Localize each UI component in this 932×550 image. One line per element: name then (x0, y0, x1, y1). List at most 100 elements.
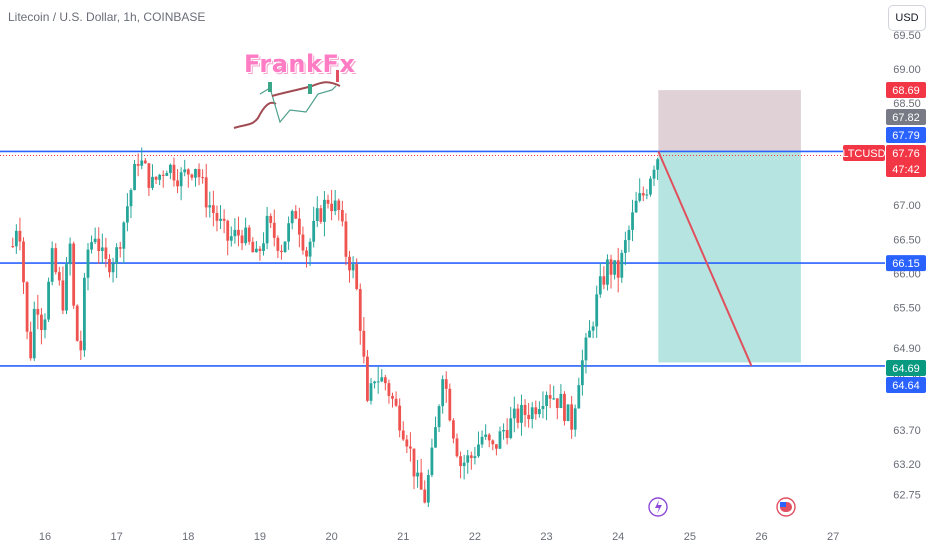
candle-body (43, 319, 47, 331)
candle-body (79, 340, 83, 351)
candle-body (143, 160, 147, 164)
candle-body (606, 259, 609, 285)
candle-body (186, 169, 190, 175)
candle-body (197, 169, 201, 178)
time-axis[interactable] (0, 524, 885, 550)
candle-body (219, 218, 222, 221)
candle-body (523, 404, 527, 415)
candle-body (380, 377, 384, 382)
candle-body (466, 455, 470, 463)
stop-loss-zone[interactable] (658, 90, 801, 152)
candle-body (29, 331, 33, 359)
candle-body (211, 205, 215, 214)
candle-body (405, 439, 409, 447)
symbol-header: Litecoin / U.S. Dollar, 1h, COINBASE (8, 10, 206, 24)
candle-body (623, 240, 627, 253)
candle-body (18, 230, 22, 242)
candle-body (620, 252, 624, 278)
x-tick-label: 22 (469, 531, 481, 543)
candle-body (244, 227, 248, 244)
candle-body (595, 294, 599, 327)
candle-body (125, 206, 129, 223)
candle-body (409, 446, 412, 449)
candle-body (383, 377, 387, 384)
candle-body (555, 398, 559, 409)
take-profit-zone[interactable] (658, 151, 801, 363)
x-tick-label: 19 (254, 531, 266, 543)
candle-body (577, 385, 581, 409)
candle-body (459, 456, 462, 467)
logo-graphic (233, 70, 341, 129)
candle-body (72, 243, 76, 306)
candle-body (319, 208, 323, 222)
currency-button[interactable]: USD (888, 5, 926, 31)
price-tag (886, 109, 926, 125)
candle-body (61, 280, 65, 311)
price-tag (886, 255, 926, 272)
candle-body (226, 220, 230, 241)
candle-body (57, 272, 61, 281)
candle-body (527, 414, 531, 420)
candle-body (151, 176, 154, 188)
symbol-tag-label: LTCUSD (842, 148, 885, 160)
y-tick-label: 66.50 (893, 234, 921, 246)
countdown-label: 47:42 (892, 164, 920, 176)
candle-body (462, 462, 466, 467)
candle-body (194, 169, 197, 178)
y-tick-label: 63.70 (893, 425, 921, 437)
candle-body (75, 305, 79, 341)
price-tag (886, 360, 926, 376)
x-tick-label: 23 (540, 531, 552, 543)
x-tick-label: 17 (111, 531, 123, 543)
candle-body (516, 408, 520, 423)
y-tick-label: 69.50 (893, 30, 921, 42)
candle-body (398, 405, 402, 431)
price-tag-label: 67.79 (892, 130, 920, 142)
candle-body (40, 314, 43, 331)
candle-body (172, 164, 176, 181)
flag-canton-icon (780, 502, 786, 507)
price-tag-label: 64.69 (892, 363, 920, 375)
candle-body (541, 406, 545, 410)
candle-body (509, 418, 513, 439)
candle-body (290, 210, 294, 224)
candle-body (444, 379, 448, 389)
candle-body (233, 229, 237, 237)
candle-body (254, 248, 258, 253)
price-tag-label: 68.69 (892, 85, 920, 97)
candle-body (54, 248, 58, 273)
candle-body (480, 436, 484, 445)
x-tick-label: 26 (755, 531, 767, 543)
candle-body (355, 264, 359, 290)
candle-body (631, 212, 634, 230)
candle-body (520, 404, 523, 423)
candle-body (358, 289, 362, 331)
frankfx-logo: FrankFx (232, 46, 355, 132)
candle-body (502, 430, 505, 432)
candle-body (491, 440, 495, 445)
candle-body (487, 434, 491, 441)
candle-body (11, 246, 15, 248)
candle-body (208, 205, 212, 208)
candle-body (251, 241, 255, 253)
candle-body (498, 431, 502, 449)
candle-body (140, 160, 144, 166)
candle-body (423, 489, 427, 503)
candle-body (588, 330, 591, 338)
y-tick-label: 68.50 (893, 98, 921, 110)
candle-body (68, 243, 72, 265)
candles (11, 147, 660, 508)
candle-body (512, 408, 516, 419)
candle-body (297, 218, 301, 235)
candle-body (645, 194, 649, 196)
candle-body (441, 379, 445, 407)
candle-body (115, 247, 119, 264)
candle-body (387, 383, 391, 396)
candle-body (534, 407, 538, 415)
candle-body (373, 381, 376, 384)
candle-body (391, 395, 394, 399)
candle-body (452, 420, 455, 439)
price-tag (886, 82, 926, 98)
projection-arrow[interactable] (657, 151, 753, 367)
